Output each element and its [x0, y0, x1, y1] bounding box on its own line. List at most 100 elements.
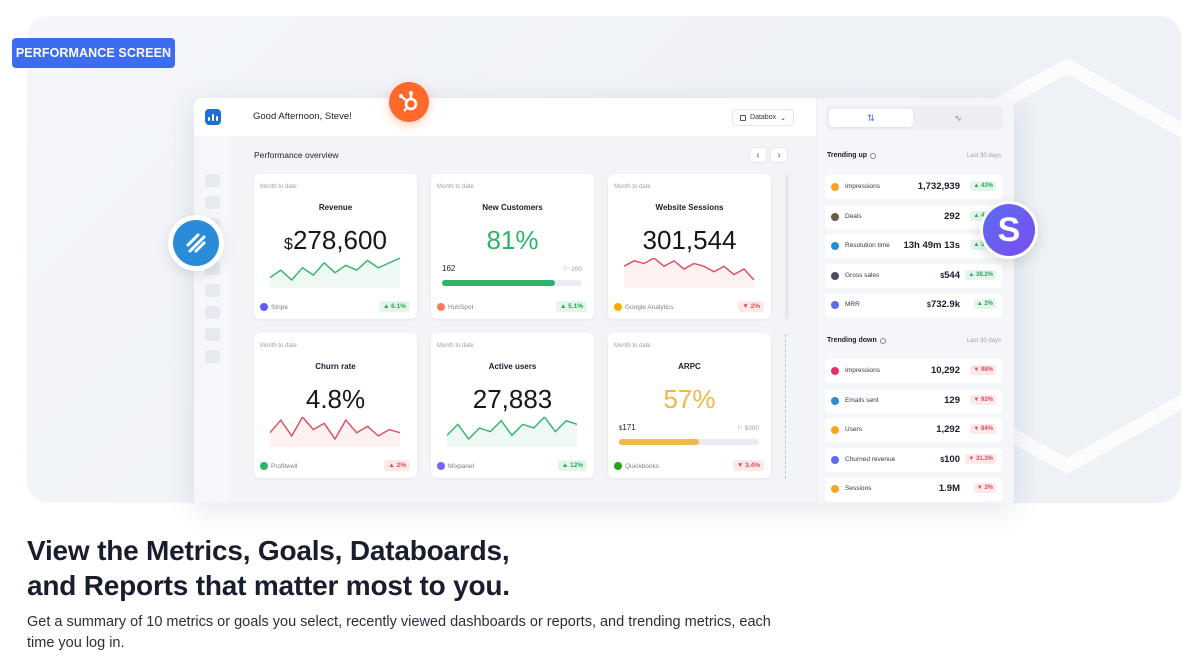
info-icon[interactable]	[870, 152, 877, 159]
panel-tabs: ⇅ ∿	[826, 106, 1003, 130]
metric-card[interactable]: Month to date Active users 27,883 Mixpanel ▲…	[431, 333, 594, 478]
card-period: Month to date	[437, 343, 474, 349]
card-change-badge: ▲ 2%	[384, 460, 410, 471]
sidebar-item[interactable]	[205, 196, 220, 209]
trending-row[interactable]: Gross sales $544 ▲ 38.2%	[825, 263, 1002, 288]
trending-panel: ⇅ ∿ Trending up Last 30 days Impressions…	[816, 98, 1014, 503]
account-selector[interactable]: Databox ⌄	[732, 109, 794, 126]
sparkline-line	[624, 258, 754, 281]
account-icon	[740, 114, 747, 121]
trending-metric-name: Impressions	[845, 183, 881, 190]
trending-metric-value: 292	[944, 211, 960, 222]
trending-row[interactable]: MRR $732.9k ▲ 2%	[825, 293, 1002, 317]
card-title: Website Sessions	[655, 203, 724, 212]
goal-icon: ⚐	[736, 425, 745, 432]
card-source: Stripe	[260, 303, 288, 311]
card-title: ARPC	[678, 362, 701, 371]
progress-current: 171	[622, 423, 636, 432]
trending-metric-value: 1,732,939	[918, 181, 960, 192]
trending-row[interactable]: Emails sent 129 ▼ 92%	[825, 388, 1002, 413]
sidebar-item[interactable]	[205, 174, 220, 187]
source-icon	[260, 462, 268, 470]
trending-value-number: 1.9M	[938, 483, 960, 494]
trending-row[interactable]: Impressions 10,292 ▼ 98%	[825, 359, 1002, 383]
s-letter-icon: S	[983, 204, 1035, 256]
drop-zone-indicator	[785, 334, 787, 479]
trending-metric-value: $732.9k	[927, 299, 960, 310]
account-label: Databox	[750, 114, 777, 121]
card-title: Revenue	[318, 203, 353, 212]
card-value-number: 278,600	[292, 225, 387, 255]
trending-row[interactable]: Users 1,292 ▼ 84%	[825, 418, 1002, 442]
sidebar	[194, 136, 231, 503]
card-value-number: 301,544	[642, 225, 737, 255]
card-value: 57%	[608, 384, 771, 415]
card-source-label: Google Analytics	[625, 303, 674, 311]
metric-source-icon	[831, 367, 839, 375]
tab-trending[interactable]: ⇅	[829, 109, 913, 127]
goal-icon: ⚐	[563, 266, 572, 273]
card-title: Active users	[488, 362, 537, 371]
trending-metric-value: 1,292	[936, 424, 960, 435]
trending-row[interactable]: Impressions 1,732,939 ▲ 43%	[825, 175, 1002, 199]
hubspot-logo-icon	[389, 82, 429, 122]
trending-change-badge: ▼ 92%	[970, 394, 996, 405]
main-content: Performance overview ‹ › Month to date Re…	[231, 136, 816, 503]
trending-row[interactable]: Churned revenue $100 ▼ 31.3%	[825, 447, 1002, 472]
card-value-number: 4.8%	[305, 384, 366, 414]
description: Get a summary of 10 metrics or goals you…	[27, 614, 771, 651]
card-value-number: 81%	[486, 225, 539, 255]
card-change-badge: ▼ 2%	[738, 301, 764, 312]
prev-button[interactable]: ‹	[749, 147, 767, 163]
headline-line-2: and Reports that matter most to you.	[27, 570, 510, 601]
sidebar-item[interactable]	[205, 328, 220, 341]
trending-metric-value: 129	[944, 395, 960, 406]
trending-value-prefix: $	[927, 302, 931, 309]
metric-card[interactable]: Month to date Website Sessions 301,544 Goog…	[608, 174, 771, 319]
progress-bar	[442, 280, 582, 286]
trending-metric-name: Impressions	[845, 367, 881, 374]
card-value-number: 57%	[663, 384, 716, 414]
goal-progress-row: $171 ⚐ $300	[619, 423, 759, 432]
trending-metric-value: $100	[940, 454, 960, 465]
source-icon	[614, 462, 622, 470]
metric-card[interactable]: Month to date New Customers 81% 162 ⚐ 200 Hub…	[431, 174, 594, 319]
progress-fill	[619, 439, 699, 445]
metric-card[interactable]: Month to date ARPC 57% $171 ⚐ $300 Quickbooks…	[608, 333, 771, 478]
trending-value-number: 1,732,939	[917, 181, 960, 192]
sidebar-item[interactable]	[205, 350, 220, 363]
card-value: $278,600	[254, 225, 417, 256]
trending-value-number: 1,292	[936, 424, 960, 435]
scroll-indicator[interactable]	[785, 174, 789, 319]
trending-down-period: Last 30 days	[966, 338, 1001, 344]
metric-card[interactable]: Month to date Churn rate 4.8% Profitwell ▲ 2…	[254, 333, 417, 478]
progress-goal-value: $300	[744, 425, 759, 432]
sidebar-item[interactable]	[205, 284, 220, 297]
trending-metric-value: $544	[940, 270, 960, 281]
card-source: Profitwell	[260, 462, 297, 470]
metric-card[interactable]: Month to date Revenue $278,600 Stripe ▲ 6.1%	[254, 174, 417, 319]
tab-activity[interactable]: ∿	[954, 112, 962, 123]
next-button[interactable]: ›	[770, 147, 788, 163]
trending-value-number: 292	[944, 210, 960, 222]
card-change-badge: ▲ 12%	[557, 460, 587, 471]
card-title: Churn rate	[315, 362, 356, 371]
progress-current: 162	[442, 264, 456, 273]
card-source-label: Profitwell	[271, 462, 298, 470]
trending-change-badge: ▲ 2%	[973, 299, 996, 309]
databox-logo-icon[interactable]	[205, 109, 221, 125]
info-icon[interactable]	[879, 337, 886, 344]
card-period: Month to date	[614, 184, 651, 190]
trending-metric-name: Resolution time	[845, 242, 890, 249]
trending-up-period: Last 30 days	[966, 153, 1001, 159]
card-period: Month to date	[437, 184, 474, 190]
metric-source-icon	[831, 426, 839, 434]
sidebar-item[interactable]	[205, 306, 220, 319]
card-value: 81%	[431, 225, 594, 256]
app-window: Good Afternoon, Steve! Databox ⌄ Perform…	[194, 98, 1014, 503]
progress-goal-value: 200	[571, 266, 582, 273]
section-title: Performance overview	[254, 150, 339, 160]
trending-row[interactable]: Sessions 1.9M ▼ 2%	[825, 477, 1002, 501]
